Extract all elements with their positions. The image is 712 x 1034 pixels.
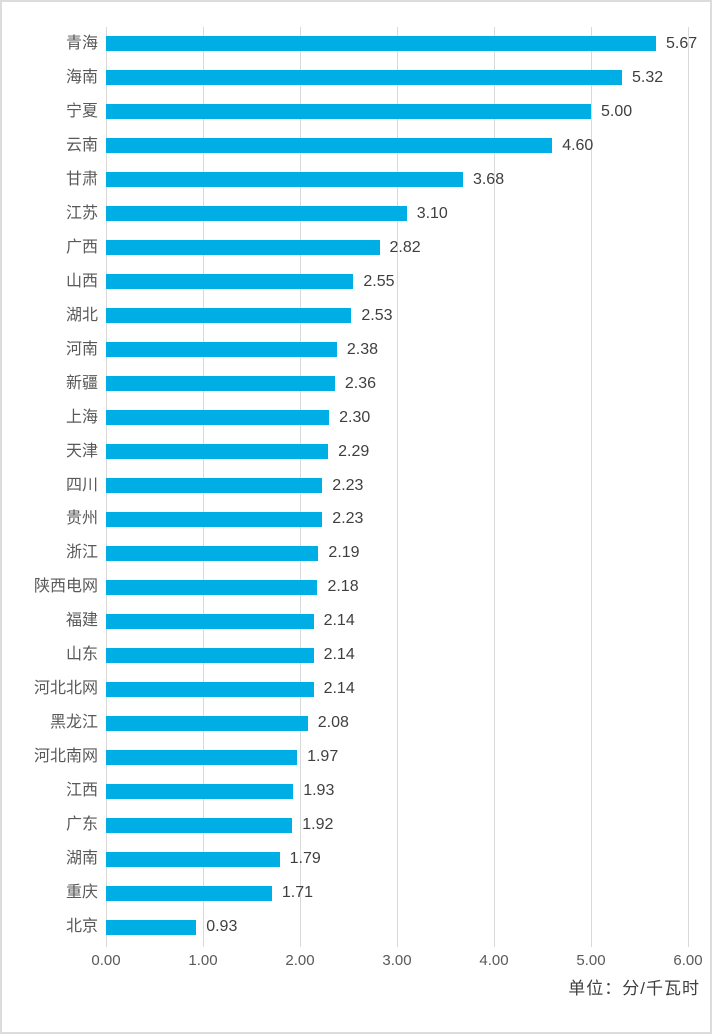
value-label: 2.53 (361, 306, 393, 324)
category-label: 江西 (65, 782, 98, 800)
bar (106, 749, 298, 765)
value-label: 2.55 (363, 272, 395, 290)
value-label: 3.10 (416, 204, 448, 222)
gridline (494, 27, 495, 947)
value-label: 2.23 (332, 476, 364, 494)
value-label: 2.30 (339, 408, 371, 426)
category-label: 贵州 (65, 510, 98, 528)
category-label: 山东 (65, 646, 98, 664)
category-label: 上海 (65, 408, 98, 426)
bar (106, 817, 293, 833)
category-label: 福建 (65, 612, 98, 630)
bar (106, 715, 308, 731)
category-label: 陕西电网 (33, 578, 98, 596)
x-tick-label: 1.00 (188, 952, 218, 969)
x-tick-label: 3.00 (382, 952, 412, 969)
value-label: 2.36 (344, 374, 377, 392)
category-label: 河南 (65, 340, 98, 358)
category-label: 河北南网 (33, 748, 98, 766)
bar (106, 206, 407, 222)
value-label: 1.92 (302, 816, 334, 834)
bar (106, 70, 623, 86)
category-label: 湖南 (65, 850, 98, 868)
value-label: 2.08 (317, 714, 349, 732)
category-label: 黑龙江 (49, 714, 98, 732)
bar (106, 579, 318, 595)
bar (106, 885, 272, 901)
value-label: 3.68 (472, 170, 505, 188)
value-label: 2.29 (338, 442, 370, 460)
category-label: 新疆 (65, 374, 98, 392)
value-label: 5.67 (665, 34, 698, 52)
unit-label: 单位：分/千瓦时 (568, 979, 700, 998)
bar (106, 410, 330, 426)
bar (106, 545, 319, 561)
value-label: 2.14 (323, 680, 355, 698)
value-label: 2.18 (327, 578, 359, 596)
bar (106, 647, 314, 663)
category-label: 浙江 (65, 544, 98, 562)
value-label: 2.14 (323, 612, 355, 630)
category-label: 宁夏 (65, 102, 98, 120)
category-label: 河北北网 (33, 680, 98, 698)
value-label: 0.93 (206, 918, 238, 936)
category-label: 江苏 (65, 204, 98, 222)
x-tick-label: 6.00 (673, 952, 703, 969)
value-label: 1.79 (289, 850, 321, 868)
value-label: 2.19 (328, 544, 360, 562)
category-label: 青海 (65, 34, 98, 52)
bar (106, 308, 352, 324)
category-label: 重庆 (65, 884, 98, 902)
gridline (591, 27, 592, 947)
category-label: 天津 (65, 442, 98, 460)
value-label: 4.60 (562, 136, 594, 154)
gridline (688, 27, 689, 947)
gridline (397, 27, 398, 947)
x-tick-label: 5.00 (576, 952, 606, 969)
bar (106, 851, 280, 867)
bar (106, 240, 380, 256)
category-label: 北京 (65, 918, 98, 936)
category-label: 山西 (65, 272, 98, 290)
value-label: 1.97 (307, 748, 339, 766)
bar (106, 511, 323, 527)
category-label: 广东 (65, 816, 98, 834)
value-label: 5.32 (632, 68, 664, 86)
value-label: 2.14 (323, 646, 355, 664)
bar (106, 681, 314, 697)
category-label: 海南 (65, 68, 98, 86)
bar (106, 342, 337, 358)
bar (106, 104, 591, 120)
bar (106, 613, 314, 629)
bar (106, 274, 354, 290)
bar (106, 444, 329, 460)
bar (106, 919, 197, 935)
x-tick-label: 0.00 (91, 952, 121, 969)
x-tick-label: 2.00 (285, 952, 315, 969)
bar (106, 376, 335, 392)
x-tick-label: 4.00 (479, 952, 509, 969)
value-label: 1.93 (303, 782, 335, 800)
bar (106, 138, 553, 154)
value-label: 2.23 (332, 510, 364, 528)
value-label: 2.38 (346, 340, 378, 358)
bar (106, 478, 323, 493)
category-label: 甘肃 (65, 170, 98, 188)
bar (106, 783, 294, 799)
value-label: 2.82 (389, 238, 421, 256)
category-label: 广西 (65, 238, 98, 256)
value-label: 1.71 (281, 884, 313, 902)
category-label: 四川 (65, 476, 98, 494)
bar (106, 36, 656, 52)
bar (106, 172, 463, 188)
value-label: 5.00 (601, 102, 633, 120)
category-label: 云南 (65, 136, 98, 154)
category-label: 湖北 (65, 306, 98, 324)
